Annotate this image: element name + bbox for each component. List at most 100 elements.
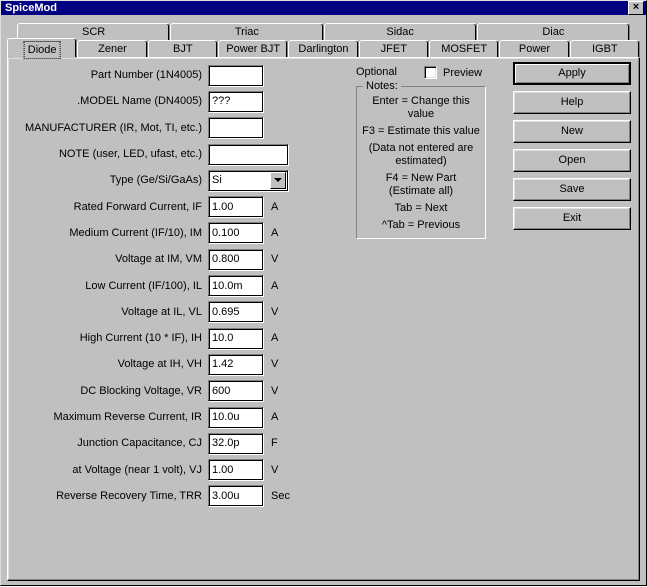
tab-panel: Part Number (1N4005) .MODEL Name (DN4005)… [7, 57, 640, 581]
notes-line: F4 = New Part (Estimate all) [361, 172, 481, 198]
form-row: Voltage at IM, VM V [14, 246, 350, 272]
preview-checkbox[interactable] [424, 66, 437, 79]
form-row: High Current (10 * IF), IH A [14, 325, 350, 351]
notes-line: Tab = Next [361, 202, 481, 215]
exit-button[interactable]: Exit [513, 207, 631, 230]
form-row: at Voltage (near 1 volt), VJ V [14, 456, 350, 482]
apply-button[interactable]: Apply [513, 62, 631, 85]
tab-bjt[interactable]: BJT [148, 40, 218, 58]
tab-power-mosfet[interactable]: Power MOSFET [499, 40, 569, 58]
form-area: Part Number (1N4005) .MODEL Name (DN4005)… [14, 62, 350, 509]
field-input[interactable] [208, 459, 263, 480]
button-column: Apply Help New Open Save Exit [513, 62, 631, 230]
field-input[interactable] [208, 301, 263, 322]
field-input[interactable] [208, 354, 263, 375]
form-row: Voltage at IL, VL V [14, 299, 350, 325]
chevron-down-icon[interactable] [270, 172, 286, 189]
field-label: at Voltage (near 1 volt), VJ [14, 464, 208, 476]
field-input[interactable] [208, 144, 288, 165]
field-label: Low Current (IF/100), IL [14, 280, 208, 292]
app-window: SpiceMod × SCRTriacSidacDiac DiodeZenerB… [0, 0, 647, 586]
save-button[interactable]: Save [513, 178, 631, 201]
field-input[interactable] [208, 485, 263, 506]
field-label: Rated Forward Current, IF [14, 201, 208, 213]
optional-label: Optional [356, 66, 397, 78]
form-row: Maximum Reverse Current, IR A [14, 404, 350, 430]
field-label: Type (Ge/Si/GaAs) [14, 174, 208, 186]
field-input[interactable] [208, 380, 263, 401]
notes-line: ^Tab = Previous [361, 219, 481, 232]
form-row: Reverse Recovery Time, TRRSec [14, 483, 350, 509]
tab-darlington-bjt[interactable]: Darlington BJT [288, 40, 358, 58]
field-unit: F [263, 437, 293, 449]
tab-triac[interactable]: Triac [170, 23, 323, 41]
field-input[interactable] [208, 407, 263, 428]
field-label: High Current (10 * IF), IH [14, 332, 208, 344]
form-row: .MODEL Name (DN4005) [14, 88, 350, 114]
field-label: NOTE (user, LED, ufast, etc.) [14, 148, 208, 160]
close-icon[interactable]: × [628, 1, 644, 15]
field-unit: A [263, 280, 293, 292]
field-unit: Sec [263, 490, 293, 502]
titlebar-text: SpiceMod [5, 2, 628, 14]
field-input[interactable] [208, 117, 263, 138]
field-unit: A [263, 411, 293, 423]
form-row: Medium Current (IF/10), IM A [14, 220, 350, 246]
field-label: Medium Current (IF/10), IM [14, 227, 208, 239]
form-row: DC Blocking Voltage, VR V [14, 378, 350, 404]
new-button[interactable]: New [513, 120, 631, 143]
preview-checkbox-row[interactable]: Preview [424, 66, 482, 79]
field-label: .MODEL Name (DN4005) [14, 95, 208, 107]
tab-zener[interactable]: Zener [77, 40, 147, 58]
field-label: MANUFACTURER (IR, Mot, TI, etc.) [14, 122, 208, 134]
form-row: NOTE (user, LED, ufast, etc.) [14, 141, 350, 167]
field-unit: V [263, 464, 293, 476]
field-input[interactable] [208, 196, 263, 217]
form-row: Part Number (1N4005) [14, 62, 350, 88]
field-unit: A [263, 332, 293, 344]
tab-diac[interactable]: Diac [477, 23, 630, 41]
notes-line: F3 = Estimate this value [361, 125, 481, 138]
field-unit: V [263, 385, 293, 397]
field-unit: A [263, 227, 293, 239]
field-input[interactable] [208, 222, 263, 243]
field-label: Voltage at IH, VH [14, 358, 208, 370]
field-unit: V [263, 253, 293, 265]
form-row: Rated Forward Current, IF A [14, 193, 350, 219]
open-button[interactable]: Open [513, 149, 631, 172]
tab-diode[interactable]: Diode [7, 38, 77, 58]
form-row: Low Current (IF/100), IL A [14, 272, 350, 298]
tab-jfet[interactable]: JFET [359, 40, 429, 58]
help-button[interactable]: Help [513, 91, 631, 114]
field-input[interactable] [208, 65, 263, 86]
tab-igbt[interactable]: IGBT [570, 40, 640, 58]
field-label: Voltage at IM, VM [14, 253, 208, 265]
field-input[interactable] [208, 328, 263, 349]
form-row: MANUFACTURER (IR, Mot, TI, etc.) [14, 115, 350, 141]
tab-mosfet[interactable]: MOSFET [429, 40, 499, 58]
client-area: SCRTriacSidacDiac DiodeZenerBJTPower BJT… [1, 15, 646, 587]
tab-sidac[interactable]: Sidac [324, 23, 477, 41]
field-label: Maximum Reverse Current, IR [14, 411, 208, 423]
field-input[interactable] [208, 275, 263, 296]
notes-box: Notes: Enter = Change this valueF3 = Est… [356, 86, 486, 239]
field-input[interactable] [208, 249, 263, 270]
field-input[interactable] [208, 433, 263, 454]
form-row: Type (Ge/Si/GaAs) [14, 167, 350, 193]
form-row: Junction Capacitance, CJ F [14, 430, 350, 456]
form-row: Voltage at IH, VH V [14, 351, 350, 377]
field-label: DC Blocking Voltage, VR [14, 385, 208, 397]
field-input[interactable] [208, 91, 263, 112]
notes-line: (Data not entered are estimated) [361, 142, 481, 168]
tabstrip-upper: SCRTriacSidacDiac [17, 23, 630, 41]
field-label: Voltage at IL, VL [14, 306, 208, 318]
field-unit: V [263, 358, 293, 370]
preview-label: Preview [443, 67, 482, 79]
tab-power-bjt[interactable]: Power BJT [218, 40, 288, 58]
field-unit: V [263, 306, 293, 318]
tabstrip-lower: DiodeZenerBJTPower BJTDarlington BJTJFET… [7, 40, 640, 58]
titlebar: SpiceMod × [1, 1, 646, 15]
notes-line: Enter = Change this value [361, 95, 481, 121]
field-label: Junction Capacitance, CJ [14, 437, 208, 449]
field-unit: A [263, 201, 293, 213]
